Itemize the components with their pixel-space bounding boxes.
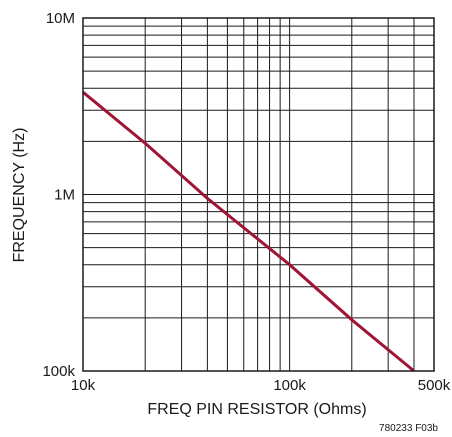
y-axis-title: FREQUENCY (Hz)	[11, 128, 28, 263]
x-tick-labels: 10k 100k 500k	[71, 377, 451, 394]
y-tick-label: 100k	[42, 363, 75, 380]
figure-code: 780233 F03b	[379, 423, 438, 434]
x-tick-label: 100k	[273, 377, 306, 394]
y-tick-labels: 100k 1M 10M	[42, 10, 75, 380]
x-tick-label: 10k	[71, 377, 96, 394]
y-tick-label: 1M	[54, 187, 75, 204]
series-layer	[82, 91, 415, 373]
x-axis-title: FREQ PIN RESISTOR (Ohms)	[147, 401, 366, 418]
series-line	[82, 91, 415, 373]
grid	[83, 18, 434, 371]
x-tick-label: 500k	[418, 377, 451, 394]
plot-frame	[82, 17, 435, 372]
y-tick-label: 10M	[46, 10, 75, 27]
